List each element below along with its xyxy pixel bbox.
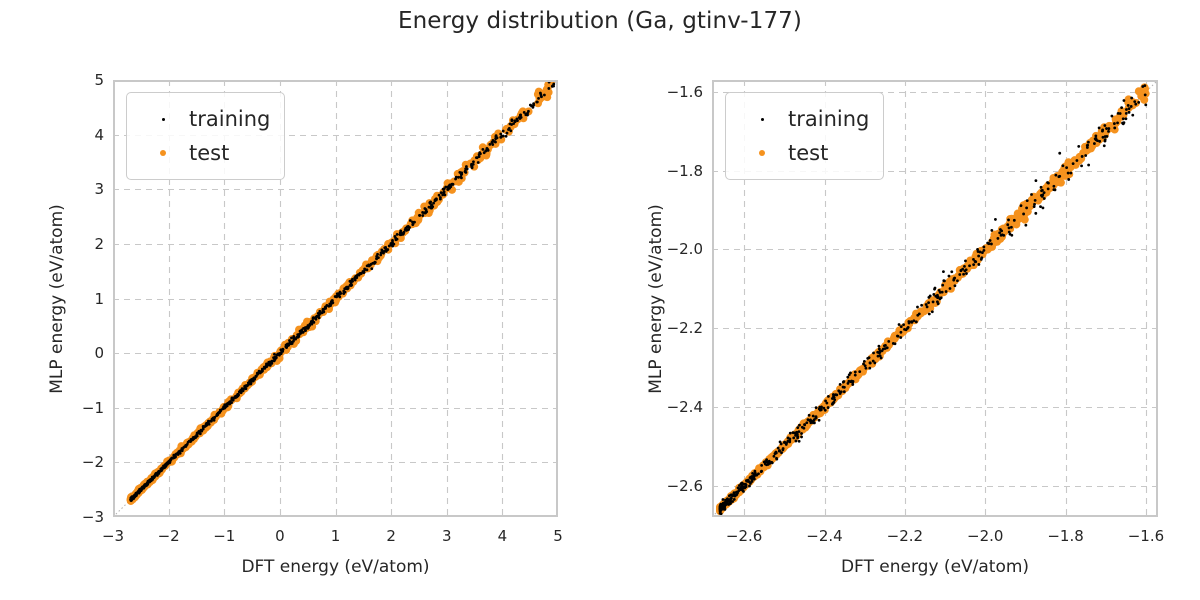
- y-tick-label: −1.8: [666, 161, 703, 180]
- x-axis-label: DFT energy (eV/atom): [840, 557, 1030, 577]
- x-tick-label: −3: [101, 527, 125, 545]
- legend-label: training: [189, 107, 271, 131]
- x-tick-label: 4: [497, 527, 508, 545]
- x-tick-label: −1.6: [1127, 527, 1165, 545]
- y-tick-label: −2.4: [666, 397, 703, 416]
- y-tick-label: −2.6: [666, 476, 703, 495]
- x-tick-label: −1: [213, 527, 236, 545]
- x-tick-label: −2.6: [725, 527, 763, 545]
- legend-marker-test-icon: [736, 150, 788, 156]
- legend-marker-training-icon: [137, 117, 189, 121]
- x-tick-label: 2: [386, 527, 396, 545]
- x-tick-label: −1.8: [1047, 527, 1084, 545]
- x-tick-label: −2.2: [886, 527, 924, 545]
- legend-item-test[interactable]: test: [137, 136, 270, 170]
- y-tick-label: −3: [81, 508, 104, 526]
- legend-marker-training-icon: [736, 117, 788, 121]
- legend-item-training[interactable]: training: [137, 102, 270, 136]
- y-tick-label: −2.0: [666, 240, 703, 259]
- legend-label: test: [189, 141, 230, 165]
- y-tick-label: 0: [94, 344, 104, 363]
- y-tick-label: 4: [94, 125, 104, 144]
- x-tick-label: 3: [441, 527, 452, 545]
- x-tick-label: 5: [553, 527, 563, 545]
- x-axis-label: DFT energy (eV/atom): [241, 557, 430, 577]
- legend-label: training: [788, 107, 870, 131]
- x-tick-label: −2.4: [806, 527, 843, 545]
- legend: training test: [725, 92, 885, 180]
- x-tick-label: 1: [330, 527, 341, 545]
- y-tick-label: 3: [94, 180, 104, 199]
- legend-item-training[interactable]: training: [736, 102, 869, 136]
- y-axis-label: MLP energy (eV/atom): [47, 203, 67, 394]
- scatter-plot-full-range: −3 −2 −1 0 1 2 3 4 5 −3 −2 −1 0 1 2 3 4 5 DFT energy (eV/a…: [47, 71, 563, 577]
- legend-marker-test-icon: [137, 150, 189, 156]
- x-tick-label: 0: [275, 527, 285, 545]
- y-tick-label: −1: [81, 398, 104, 417]
- y-tick-label: −2.2: [666, 319, 703, 338]
- y-tick-label: −1.6: [666, 82, 703, 101]
- legend-label: test: [788, 141, 829, 165]
- scatter-plot-zoomed-range: −2.6 −2.4 −2.2 −2.0 −1.8 −1.6 −2.6 −2.4 −2.2 −2.0…: [646, 80, 1164, 577]
- x-tick-label: −2.0: [967, 527, 1004, 545]
- y-tick-label: 1: [94, 289, 104, 308]
- y-tick-label: 2: [94, 234, 104, 253]
- x-tick-label: −2: [157, 527, 180, 545]
- legend-item-test[interactable]: test: [736, 136, 869, 170]
- legend: training test: [126, 92, 286, 180]
- y-tick-label: −2: [81, 453, 104, 472]
- y-axis-label: MLP energy (eV/atom): [646, 203, 666, 394]
- figure-title: Energy distribution (Ga, gtinv-177): [398, 8, 802, 34]
- y-tick-label: 5: [94, 71, 104, 89]
